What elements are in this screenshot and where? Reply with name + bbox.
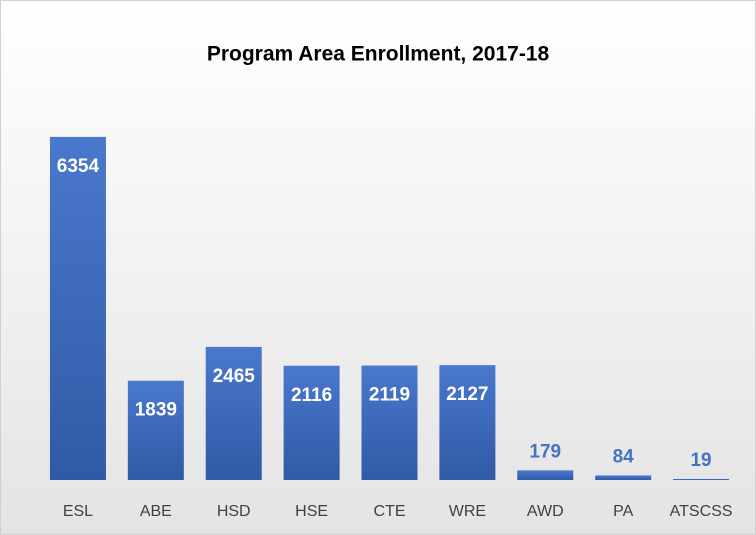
data-label: 2465 xyxy=(213,366,256,387)
x-tick-label: CTE xyxy=(374,503,406,520)
bar xyxy=(517,470,574,480)
data-label: 2127 xyxy=(446,384,488,405)
x-tick-label: WRE xyxy=(449,503,486,520)
x-tick-label: HSE xyxy=(295,503,328,520)
x-tick-label: PA xyxy=(613,503,633,520)
data-label: 6354 xyxy=(57,156,100,177)
chart-title: Program Area Enrollment, 2017-18 xyxy=(207,43,550,66)
bar xyxy=(49,136,106,480)
data-label: 84 xyxy=(613,446,635,467)
data-label: 19 xyxy=(690,450,711,471)
x-tick-label: ESL xyxy=(63,503,93,520)
x-tick-label: AWD xyxy=(527,503,564,520)
bar xyxy=(283,365,340,480)
data-label: 1839 xyxy=(135,400,177,421)
data-label: 2116 xyxy=(291,385,332,406)
bar xyxy=(595,475,652,480)
x-tick-label: ATSCSS xyxy=(670,503,733,520)
bar xyxy=(127,380,184,480)
bar xyxy=(205,346,262,480)
data-label: 2119 xyxy=(369,385,410,406)
data-label: 179 xyxy=(529,441,561,462)
bar xyxy=(439,365,496,480)
bar xyxy=(673,478,730,480)
bar xyxy=(361,365,418,480)
x-tick-label: HSD xyxy=(217,503,251,520)
x-tick-label: ABE xyxy=(140,503,172,520)
